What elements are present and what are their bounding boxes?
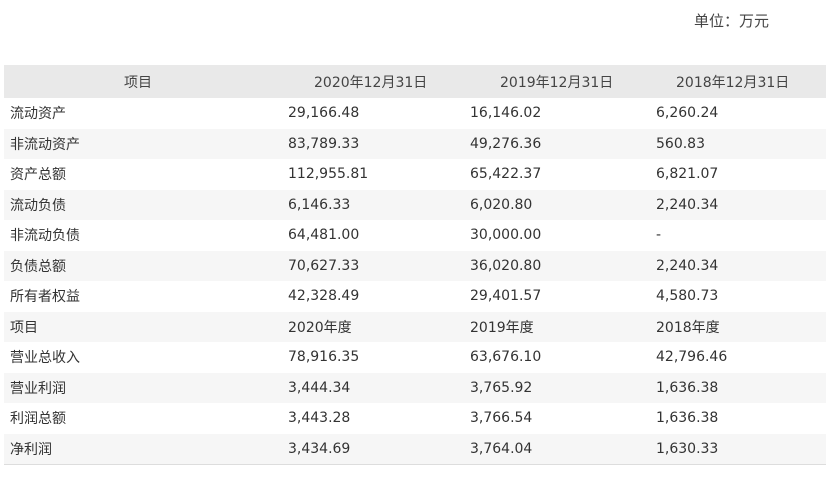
- table-row: 净利润 3,434.69 3,764.04 1,630.33: [4, 433, 826, 465]
- cell-2019: 65,422.37: [460, 159, 646, 190]
- cell-2018: 4,580.73: [646, 281, 826, 312]
- row-label: 利润总额: [4, 403, 278, 434]
- cell-2020: 3,443.28: [278, 403, 460, 434]
- cell-2020: 6,146.33: [278, 189, 460, 220]
- cell-2019: 3,766.54: [460, 403, 646, 434]
- row-label: 净利润: [4, 433, 278, 465]
- cell-2020: 3,444.34: [278, 372, 460, 403]
- cell-2019: 36,020.80: [460, 250, 646, 281]
- table-row: 营业利润 3,444.34 3,765.92 1,636.38: [4, 372, 826, 403]
- cell-2018: 6,821.07: [646, 159, 826, 190]
- cell-2020: 83,789.33: [278, 128, 460, 159]
- table-row: 流动负债 6,146.33 6,020.80 2,240.34: [4, 189, 826, 220]
- table-row: 非流动资产 83,789.33 49,276.36 560.83: [4, 128, 826, 159]
- cell-2019: 3,765.92: [460, 372, 646, 403]
- row-label: 非流动资产: [4, 128, 278, 159]
- cell-2020: 112,955.81: [278, 159, 460, 190]
- table-row: 负债总额 70,627.33 36,020.80 2,240.34: [4, 250, 826, 281]
- cell-2020: 29,166.48: [278, 98, 460, 129]
- unit-label: 单位：万元: [693, 12, 769, 30]
- cell-2019: 30,000.00: [460, 220, 646, 251]
- cell-2020: 2020年度: [278, 311, 460, 342]
- cell-2018: 1,636.38: [646, 372, 826, 403]
- cell-2020: 78,916.35: [278, 342, 460, 373]
- cell-2019: 29,401.57: [460, 281, 646, 312]
- header-item: 项目: [4, 65, 278, 98]
- cell-2019: 63,676.10: [460, 342, 646, 373]
- row-label: 非流动负债: [4, 220, 278, 251]
- financial-summary-table: 项目 2020年12月31日 2019年12月31日 2018年12月31日 流…: [4, 65, 826, 465]
- cell-2018: 2,240.34: [646, 189, 826, 220]
- cell-2020: 64,481.00: [278, 220, 460, 251]
- header-col-2019: 2019年12月31日: [460, 65, 646, 98]
- row-label: 资产总额: [4, 159, 278, 190]
- cell-2019: 2019年度: [460, 311, 646, 342]
- table-row: 所有者权益 42,328.49 29,401.57 4,580.73: [4, 281, 826, 312]
- cell-2019: 49,276.36: [460, 128, 646, 159]
- cell-2020: 3,434.69: [278, 433, 460, 465]
- header-col-2018: 2018年12月31日: [646, 65, 826, 98]
- cell-2018: 42,796.46: [646, 342, 826, 373]
- cell-2018: 560.83: [646, 128, 826, 159]
- cell-2018: -: [646, 220, 826, 251]
- cell-2019: 6,020.80: [460, 189, 646, 220]
- cell-2019: 16,146.02: [460, 98, 646, 129]
- cell-2018: 6,260.24: [646, 98, 826, 129]
- cell-2018: 1,636.38: [646, 403, 826, 434]
- row-label: 营业利润: [4, 372, 278, 403]
- table-header: 项目 2020年12月31日 2019年12月31日 2018年12月31日: [4, 65, 826, 98]
- row-label: 所有者权益: [4, 281, 278, 312]
- table-row: 资产总额 112,955.81 65,422.37 6,821.07: [4, 159, 826, 190]
- table-body: 流动资产 29,166.48 16,146.02 6,260.24 非流动资产 …: [4, 98, 826, 465]
- table-row: 利润总额 3,443.28 3,766.54 1,636.38: [4, 403, 826, 434]
- table-row: 流动资产 29,166.48 16,146.02 6,260.24: [4, 98, 826, 129]
- row-label: 负债总额: [4, 250, 278, 281]
- table-row: 营业总收入 78,916.35 63,676.10 42,796.46: [4, 342, 826, 373]
- cell-2018: 2,240.34: [646, 250, 826, 281]
- table-row: 非流动负债 64,481.00 30,000.00 -: [4, 220, 826, 251]
- row-label: 项目: [4, 311, 278, 342]
- cell-2018: 1,630.33: [646, 433, 826, 465]
- row-label: 流动负债: [4, 189, 278, 220]
- cell-2019: 3,764.04: [460, 433, 646, 465]
- table-row: 项目 2020年度 2019年度 2018年度: [4, 311, 826, 342]
- header-col-2020: 2020年12月31日: [278, 65, 460, 98]
- row-label: 流动资产: [4, 98, 278, 129]
- cell-2020: 70,627.33: [278, 250, 460, 281]
- row-label: 营业总收入: [4, 342, 278, 373]
- header-row: 项目 2020年12月31日 2019年12月31日 2018年12月31日: [4, 65, 826, 98]
- cell-2018: 2018年度: [646, 311, 826, 342]
- cell-2020: 42,328.49: [278, 281, 460, 312]
